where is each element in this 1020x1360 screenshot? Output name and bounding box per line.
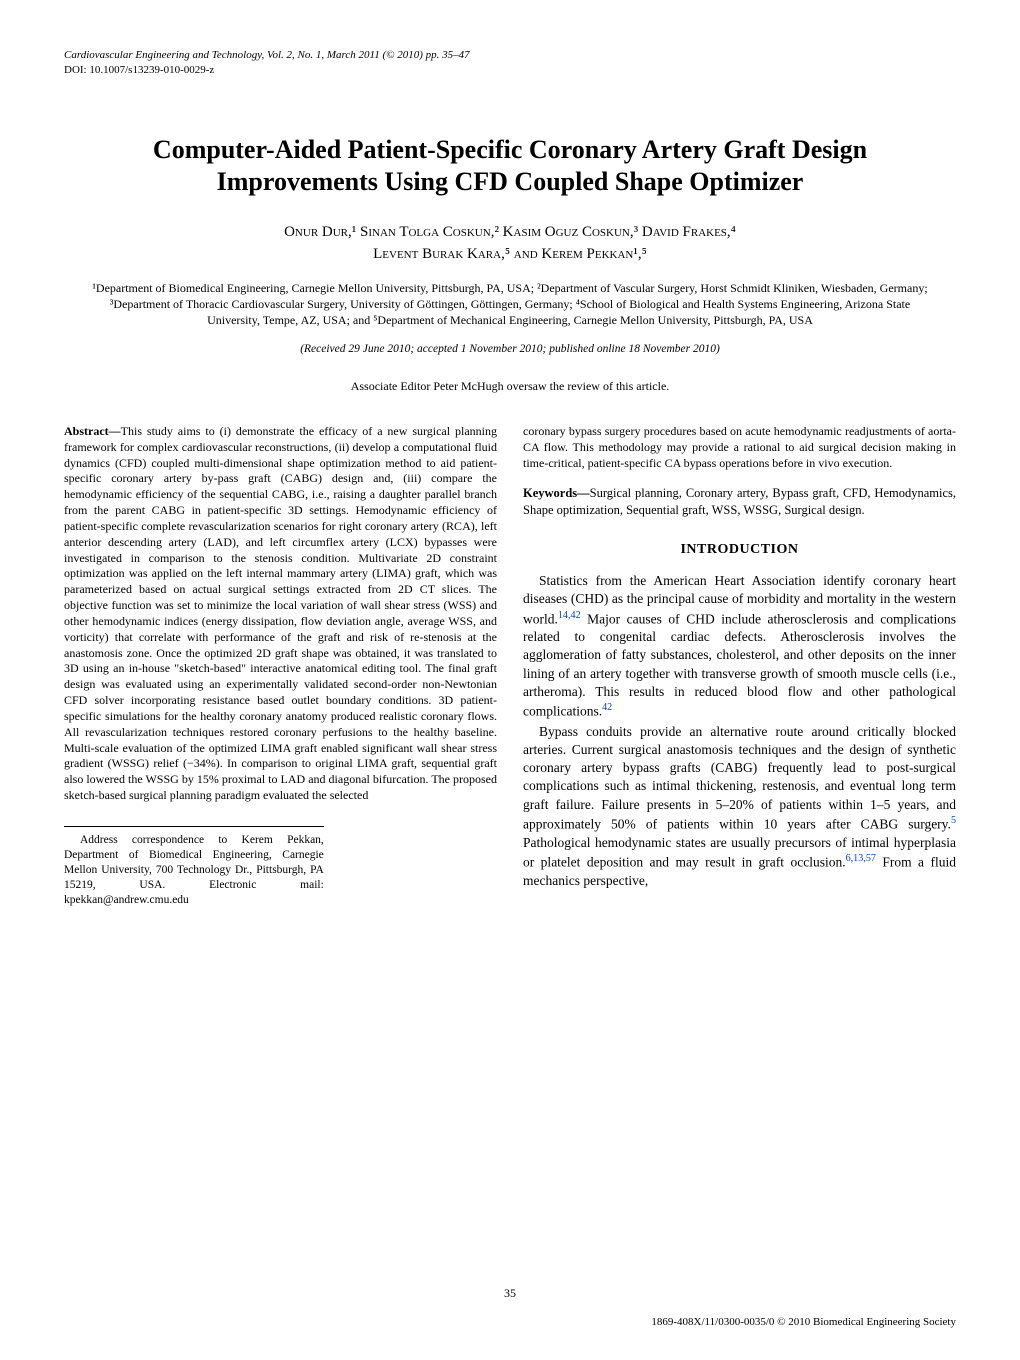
body-columns: Abstract—This study aims to (i) demonstr… [64,424,956,908]
introduction-heading: INTRODUCTION [523,541,956,560]
page-number: 35 [64,1285,956,1301]
intro-paragraph-1: Statistics from the American Heart Assoc… [523,572,956,721]
keywords: Keywords—Surgical planning, Coronary art… [523,485,956,519]
citation-ref[interactable]: 5 [951,815,956,826]
associate-editor-note: Associate Editor Peter McHugh oversaw th… [64,378,956,394]
keywords-label: Keywords— [523,486,590,500]
intro-paragraph-2: Bypass conduits provide an alternative r… [523,723,956,890]
abstract-continued: coronary bypass surgery procedures based… [523,424,956,471]
journal-header: Cardiovascular Engineering and Technolog… [64,48,956,78]
citation-ref[interactable]: 6,13,57 [846,853,876,864]
correspondence-footnote: Address correspondence to Kerem Pekkan, … [64,826,324,908]
affiliations: ¹Department of Biomedical Engineering, C… [64,280,956,329]
article-title: Computer-Aided Patient-Specific Coronary… [64,134,956,199]
abstract: Abstract—This study aims to (i) demonstr… [64,424,497,804]
page-footer: 35 1869-408X/11/0300-0035/0 © 2010 Biome… [64,1285,956,1330]
received-dates: (Received 29 June 2010; accepted 1 Novem… [64,342,956,358]
abstract-label: Abstract— [64,424,121,438]
citation-ref[interactable]: 14,42 [558,610,581,621]
citation-ref[interactable]: 42 [602,702,612,713]
copyright-line: 1869-408X/11/0300-0035/0 © 2010 Biomedic… [64,1315,956,1330]
authors: Onur Dur,¹ Sinan Tolga Coskun,² Kasim Og… [64,221,956,266]
